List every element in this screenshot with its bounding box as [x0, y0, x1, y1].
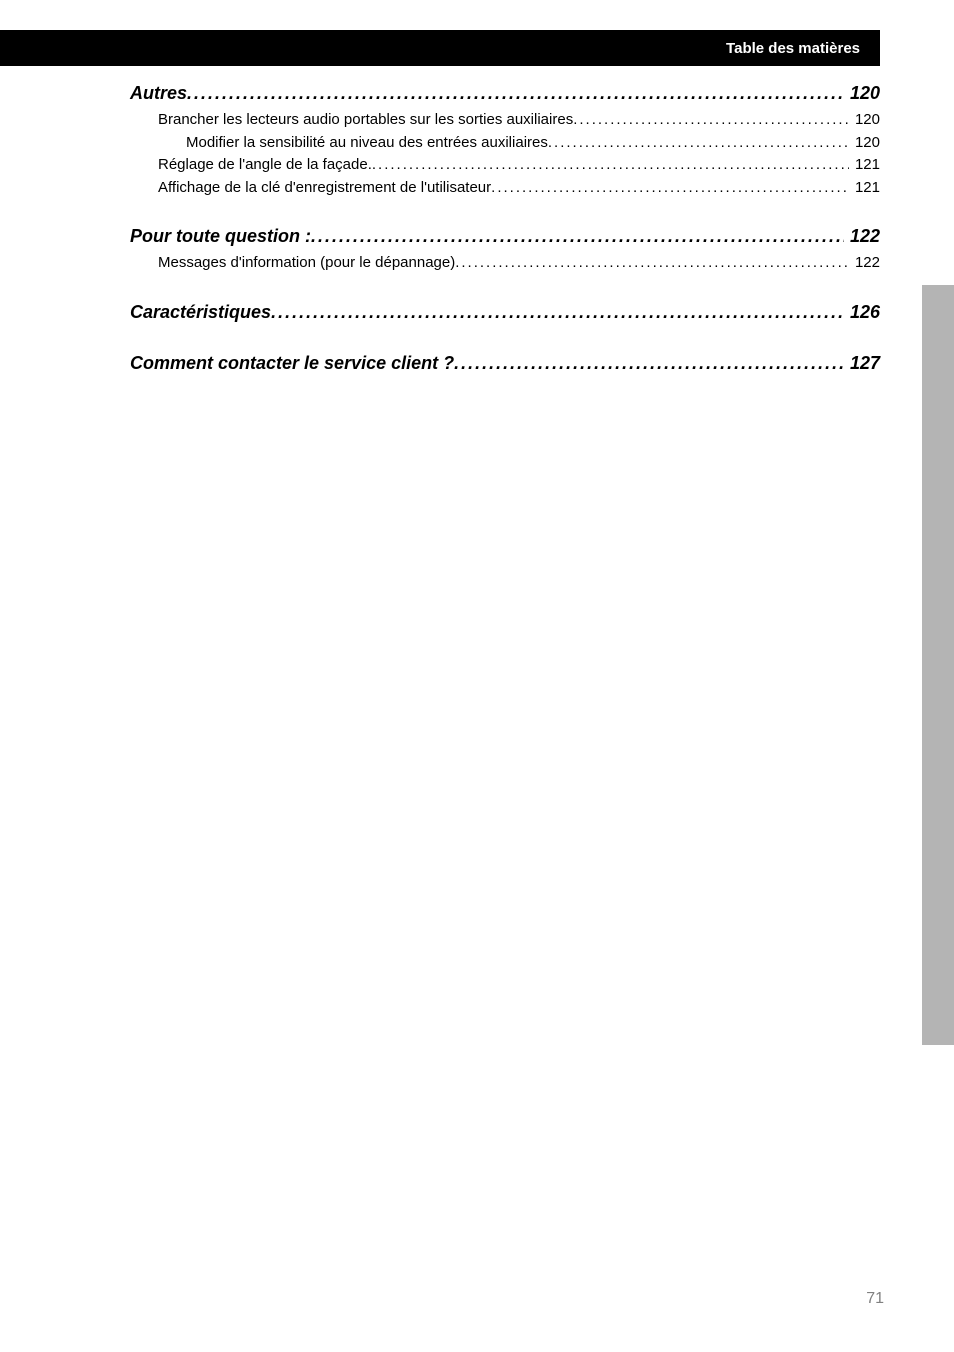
toc-section: Autres..................................… — [130, 80, 880, 199]
toc-leader-dots: ........................................… — [372, 154, 849, 177]
toc-leader-dots: ........................................… — [548, 132, 849, 155]
toc-label: Modifier la sensibilité au niveau des en… — [186, 132, 548, 155]
side-tab — [922, 285, 954, 1045]
toc-page: 122 — [849, 252, 880, 275]
toc-content: Autres..................................… — [130, 80, 880, 401]
toc-heading[interactable]: Autres..................................… — [130, 80, 880, 107]
toc-page: 120 — [844, 80, 880, 107]
toc-heading[interactable]: Comment contacter le service client ?...… — [130, 350, 880, 377]
toc-page: 126 — [844, 299, 880, 326]
toc-leader-dots: ........................................… — [271, 299, 844, 326]
toc-subentry[interactable]: Modifier la sensibilité au niveau des en… — [130, 132, 880, 155]
toc-page: 122 — [844, 223, 880, 250]
toc-entry[interactable]: Brancher les lecteurs audio portables su… — [130, 109, 880, 132]
footer-page-number: 71 — [866, 1290, 884, 1308]
toc-section: Comment contacter le service client ?...… — [130, 350, 880, 377]
toc-leader-dots: ........................................… — [187, 80, 844, 107]
toc-leader-dots: ........................................… — [573, 109, 849, 132]
toc-heading[interactable]: Caractéristiques........................… — [130, 299, 880, 326]
toc-heading[interactable]: Pour toute question :...................… — [130, 223, 880, 250]
toc-section: Caractéristiques........................… — [130, 299, 880, 326]
toc-label: Caractéristiques — [130, 299, 271, 326]
toc-page: 120 — [849, 109, 880, 132]
header-bar: Table des matières — [0, 30, 880, 66]
toc-label: Affichage de la clé d'enregistrement de … — [158, 177, 491, 200]
toc-section: Pour toute question :...................… — [130, 223, 880, 275]
toc-page: 121 — [849, 154, 880, 177]
toc-page: 120 — [849, 132, 880, 155]
toc-page: 121 — [849, 177, 880, 200]
toc-leader-dots: ........................................… — [491, 177, 849, 200]
toc-leader-dots: ........................................… — [311, 223, 844, 250]
toc-leader-dots: ........................................… — [455, 252, 849, 275]
toc-label: Messages d'information (pour le dépannag… — [158, 252, 455, 275]
toc-label: Pour toute question : — [130, 223, 311, 250]
toc-page: 127 — [844, 350, 880, 377]
toc-leader-dots: ........................................… — [454, 350, 844, 377]
toc-label: Brancher les lecteurs audio portables su… — [158, 109, 573, 132]
toc-entry[interactable]: Affichage de la clé d'enregistrement de … — [130, 177, 880, 200]
header-title: Table des matières — [726, 40, 860, 57]
toc-entry[interactable]: Réglage de l'angle de la façade.........… — [130, 154, 880, 177]
toc-label: Autres — [130, 80, 187, 107]
toc-label: Réglage de l'angle de la façade. — [158, 154, 372, 177]
toc-entry[interactable]: Messages d'information (pour le dépannag… — [130, 252, 880, 275]
toc-label: Comment contacter le service client ? — [130, 350, 454, 377]
